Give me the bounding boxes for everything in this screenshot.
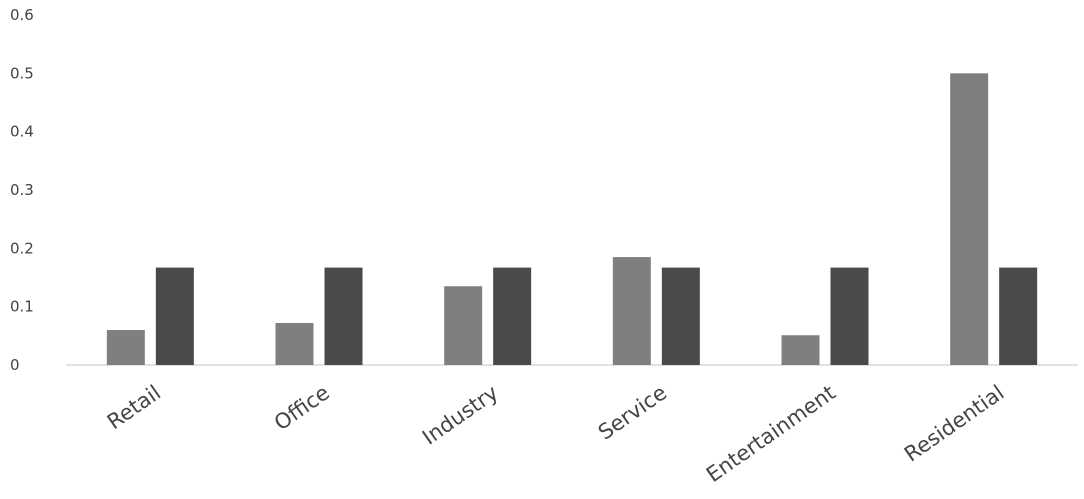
bar-series-2-retail <box>155 267 194 365</box>
bar-series-2-entertainment <box>830 267 869 365</box>
y-tick-label: 0.6 <box>10 6 34 24</box>
bars <box>106 73 1038 365</box>
bar-series-2-industry <box>493 267 532 365</box>
x-axis-category-labels: Retail Office Industry Service Entertainment… <box>103 380 1009 487</box>
x-category-label-retail: Retail <box>103 380 165 434</box>
x-category-label-entertainment: Entertainment <box>702 380 840 487</box>
y-axis-tick-labels: 0 0.1 0.2 0.3 0.4 0.5 0.6 <box>10 6 34 374</box>
y-tick-label: 0.1 <box>10 298 34 316</box>
x-category-label-office: Office <box>270 380 334 435</box>
x-category-label-residential: Residential <box>900 380 1009 466</box>
y-tick-label: 0.2 <box>10 239 34 257</box>
y-tick-label: 0.3 <box>10 181 34 199</box>
bar-series-1-entertainment <box>781 335 820 365</box>
y-tick-label: 0.5 <box>10 64 34 82</box>
x-category-label-service: Service <box>594 380 671 444</box>
bar-series-2-office <box>324 267 363 365</box>
bar-series-1-office <box>275 323 314 365</box>
bar-series-1-residential <box>950 73 989 365</box>
y-tick-label: 0.4 <box>10 123 34 141</box>
bar-series-1-service <box>612 257 651 365</box>
bar-series-1-industry <box>444 286 483 365</box>
y-tick-label: 0 <box>10 356 20 374</box>
x-category-label-industry: Industry <box>418 380 503 449</box>
bar-series-1-retail <box>106 330 145 365</box>
bar-series-2-residential <box>999 267 1038 365</box>
bar-series-2-service <box>661 267 700 365</box>
